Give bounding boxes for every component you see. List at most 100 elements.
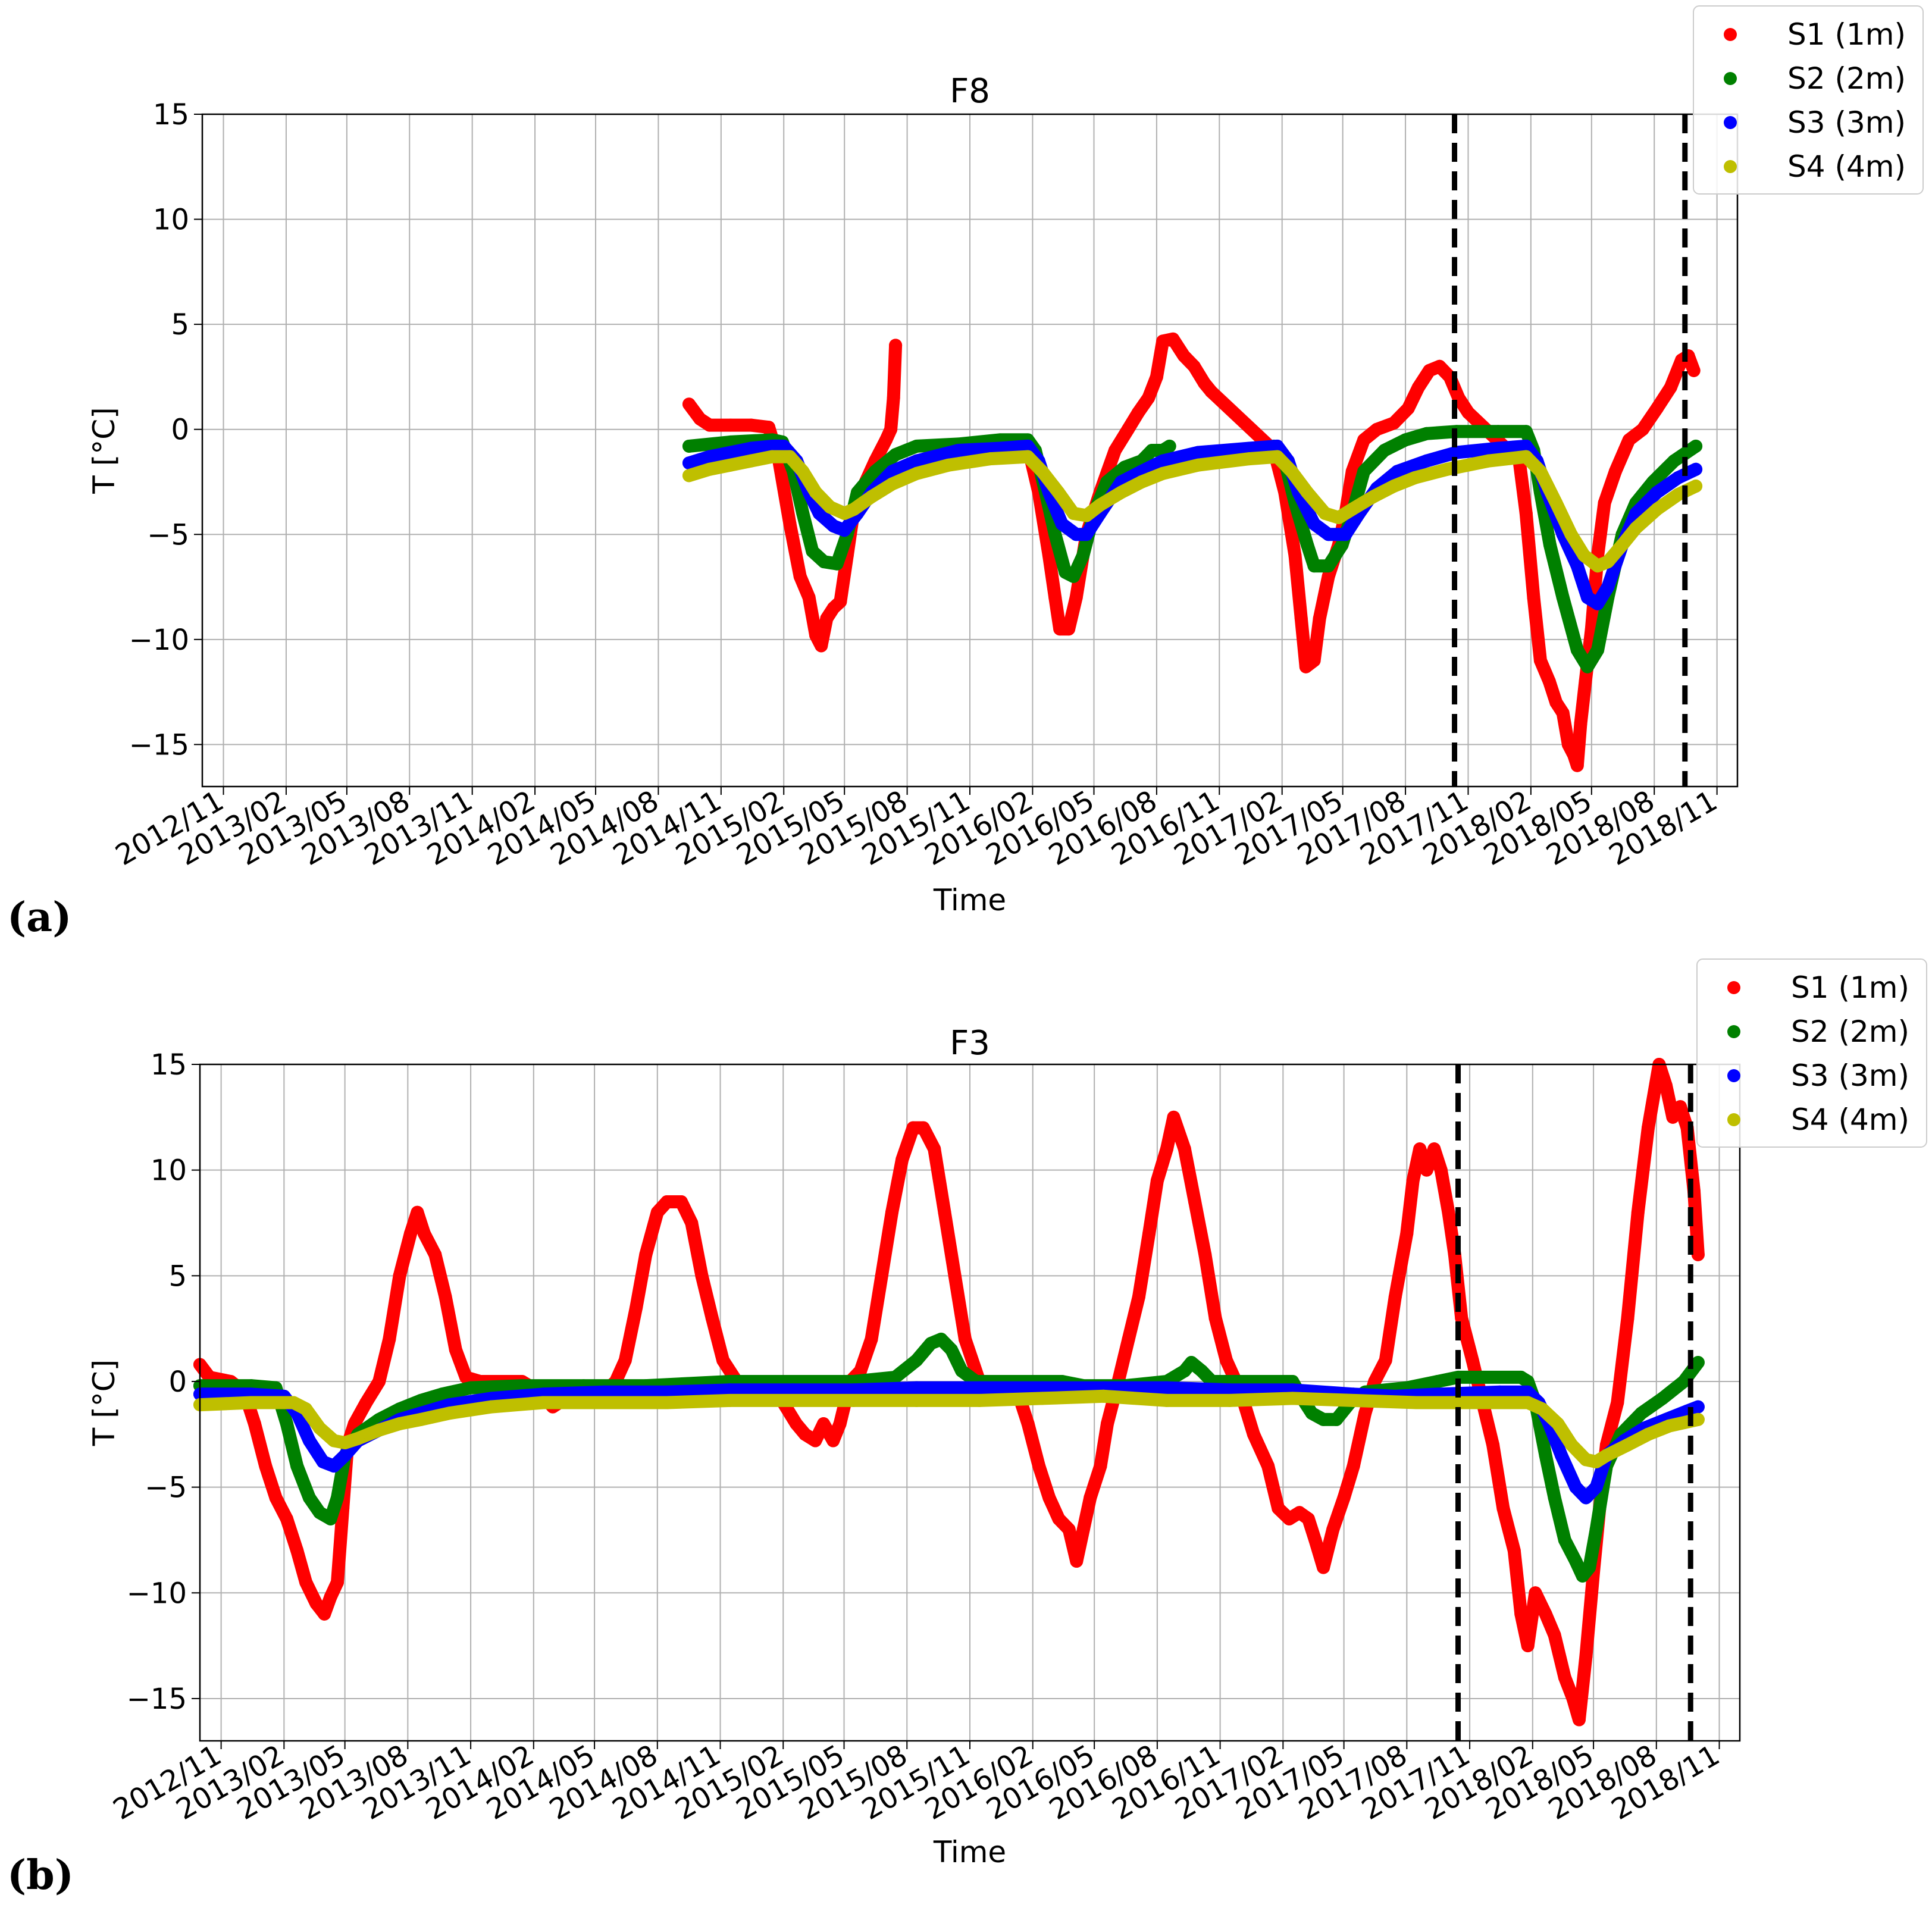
data-point-s1 (1423, 364, 1436, 377)
data-point-s4 (823, 500, 837, 514)
data-point-s1 (695, 1269, 709, 1283)
data-point-s2 (414, 1393, 428, 1407)
data-point-s2 (290, 1459, 304, 1473)
data-point-s4 (885, 477, 899, 491)
data-point-s3 (1223, 1383, 1236, 1397)
data-point-s4 (1345, 502, 1359, 516)
data-point-s4 (660, 1396, 674, 1409)
data-point-s1 (1507, 1544, 1521, 1558)
data-point-s4 (313, 1421, 327, 1435)
data-point-s2 (1491, 425, 1505, 438)
data-point-s2 (302, 1491, 316, 1505)
data-point-s3 (1493, 1385, 1507, 1399)
data-point-s1 (1579, 1649, 1593, 1663)
data-point-s2 (955, 1364, 969, 1378)
legend-marker-s1 (1727, 981, 1740, 994)
y-tick-label: −15 (127, 1683, 187, 1716)
data-point-s4 (1565, 1438, 1579, 1452)
data-point-s4 (1021, 450, 1035, 463)
data-point-s1 (1514, 1607, 1528, 1621)
data-point-s1 (1150, 1174, 1164, 1188)
data-point-s3 (1570, 559, 1584, 573)
data-point-s2 (1185, 1355, 1198, 1369)
data-point-s3 (786, 1383, 800, 1397)
data-point-s1 (1069, 591, 1083, 604)
data-point-s2 (1677, 1374, 1690, 1388)
legend-box (1693, 5, 1924, 195)
data-point-s3 (1601, 580, 1615, 594)
data-point-s2 (435, 1387, 449, 1401)
data-point-s1 (1076, 1522, 1090, 1536)
legend-marker-s4 (1724, 160, 1737, 173)
data-point-s4 (703, 462, 716, 476)
data-point-s1 (744, 418, 758, 432)
data-point-s1 (1142, 1227, 1156, 1240)
data-point-s1 (359, 1396, 373, 1409)
data-point-s1 (716, 1354, 730, 1367)
data-point-s1 (693, 412, 707, 426)
legend-label-s3: S3 (3m) (1791, 1058, 1909, 1093)
data-point-s1 (449, 1343, 462, 1357)
data-point-s1 (1400, 1227, 1414, 1240)
axis-ticks: −15−10−50510152012/112013/022013/052013/… (110, 98, 1723, 872)
data-point-s4 (1533, 465, 1547, 478)
series-layer (682, 332, 1703, 772)
data-point-s2 (817, 555, 831, 569)
panel-a: −15−10−50510152012/112013/022013/052013/… (7, 5, 1924, 941)
data-point-s2 (464, 1381, 478, 1395)
data-point-s1 (1021, 1417, 1035, 1431)
data-point-s2 (1589, 1522, 1603, 1536)
data-point-s1 (1177, 349, 1191, 363)
data-point-s1 (1358, 1406, 1372, 1420)
data-point-s1 (889, 339, 903, 352)
data-point-s3 (703, 450, 716, 463)
data-point-s3 (682, 456, 696, 470)
data-point-s1 (417, 1227, 431, 1240)
data-point-s2 (1317, 1412, 1330, 1426)
data-point-s2 (1100, 475, 1114, 488)
data-point-s3 (1055, 517, 1069, 531)
data-point-s1 (1455, 1311, 1468, 1325)
data-point-s4 (372, 1423, 386, 1437)
data-point-s1 (1413, 1142, 1427, 1156)
data-point-s4 (1156, 466, 1170, 480)
data-point-s4 (783, 450, 797, 463)
data-point-s1 (799, 1427, 812, 1441)
data-point-s2 (806, 544, 819, 558)
data-point-s2 (1076, 549, 1090, 562)
data-point-s1 (1131, 406, 1145, 419)
data-point-s1 (685, 1216, 699, 1230)
data-point-s1 (783, 517, 797, 531)
data-point-s1 (703, 418, 716, 432)
data-point-s1 (439, 1290, 452, 1304)
data-point-s4 (1601, 555, 1615, 569)
data-point-s4 (1035, 1392, 1049, 1405)
data-point-s1 (802, 591, 816, 604)
data-point-s1 (1561, 738, 1575, 751)
data-point-s1 (826, 1434, 840, 1448)
data-point-s3 (847, 1383, 860, 1397)
data-point-s1 (1519, 506, 1533, 520)
data-point-s1 (1406, 1174, 1420, 1188)
data-point-s1 (1347, 1459, 1360, 1473)
data-point-s1 (1178, 1142, 1191, 1156)
data-point-s1 (1272, 1502, 1285, 1515)
data-point-s1 (1461, 406, 1475, 419)
data-point-s1 (887, 391, 900, 405)
data-point-s1 (1687, 364, 1701, 377)
data-point-s1 (958, 1332, 972, 1346)
data-point-s1 (393, 1269, 406, 1283)
data-point-s4 (744, 454, 758, 468)
data-point-s1 (630, 1301, 643, 1314)
data-point-s4 (1473, 1396, 1486, 1409)
data-point-s1 (682, 397, 696, 411)
x-axis-title: Time (933, 1835, 1006, 1869)
y-tick-label: 5 (171, 308, 189, 342)
data-point-s4 (484, 1400, 498, 1414)
data-point-s1 (1631, 1205, 1645, 1219)
y-tick-label: −10 (127, 1577, 187, 1610)
data-point-s1 (1345, 465, 1359, 478)
y-tick-label: 15 (151, 1048, 187, 1082)
data-point-s2 (934, 1332, 948, 1346)
data-point-s4 (287, 1396, 300, 1409)
